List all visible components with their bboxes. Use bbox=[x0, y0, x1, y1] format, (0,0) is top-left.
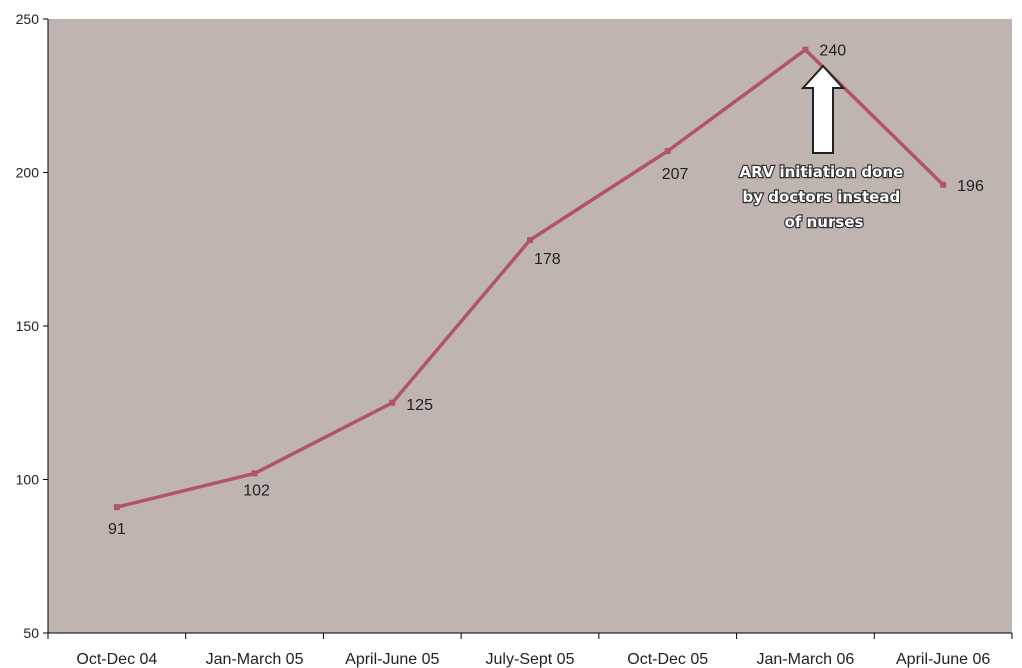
annotation-text: ARV initiation done by doctors instead o… bbox=[739, 163, 908, 231]
annotation-line-3: of nurses bbox=[785, 213, 864, 231]
data-label: 196 bbox=[957, 178, 984, 195]
x-tick-label: April-June 06 bbox=[896, 651, 990, 668]
y-tick-label: 50 bbox=[23, 625, 39, 641]
x-tick-label: Oct-Dec 05 bbox=[627, 651, 708, 668]
y-tick-label: 200 bbox=[16, 165, 40, 181]
data-labels: 91 102 125 178 207 240 196 bbox=[108, 43, 984, 538]
x-tick-label: Jan-March 06 bbox=[757, 651, 855, 668]
x-axis-ticks: Oct-Dec 04 Jan-March 05 April-June 05 July-… bbox=[47, 633, 1013, 668]
x-tick-label: July-Sept 05 bbox=[486, 651, 575, 668]
data-point bbox=[664, 148, 671, 155]
y-axis-ticks: 50 100 150 200 250 bbox=[16, 11, 48, 641]
plot-area bbox=[48, 19, 1012, 633]
data-point bbox=[251, 470, 258, 477]
data-point bbox=[802, 46, 809, 53]
data-point bbox=[940, 181, 947, 188]
data-markers bbox=[113, 46, 947, 511]
data-point bbox=[527, 237, 533, 244]
data-label: 178 bbox=[534, 251, 561, 268]
data-label: 102 bbox=[243, 482, 270, 499]
annotation-line-2: by doctors instead bbox=[743, 188, 901, 206]
y-tick-label: 250 bbox=[16, 11, 40, 27]
x-tick-label: April-June 05 bbox=[345, 651, 439, 668]
y-tick-label: 150 bbox=[16, 318, 40, 334]
data-label: 91 bbox=[108, 521, 126, 538]
data-point bbox=[389, 399, 396, 406]
data-label: 240 bbox=[819, 43, 846, 60]
annotation-arrow bbox=[800, 64, 846, 154]
annotation-line-1: ARV initiation done bbox=[739, 163, 903, 181]
data-point bbox=[113, 504, 120, 511]
x-tick-label: Jan-March 05 bbox=[206, 651, 304, 668]
data-label: 125 bbox=[406, 397, 433, 414]
x-tick-label: Oct-Dec 04 bbox=[76, 651, 157, 668]
data-label: 207 bbox=[662, 166, 689, 183]
y-tick-label: 100 bbox=[16, 472, 40, 488]
